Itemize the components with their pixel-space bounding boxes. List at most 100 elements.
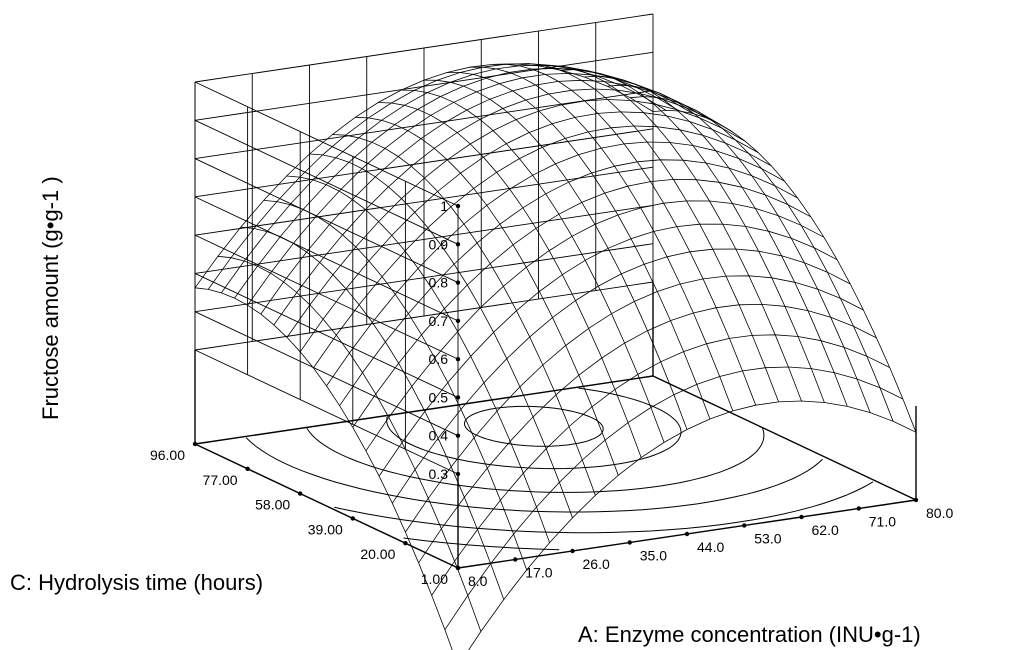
x-tick-label: 26.0 [583,556,610,572]
y-tick-label: 58.00 [255,497,290,513]
contour-line [578,387,657,409]
mesh-line-a [652,109,917,433]
contour-line [386,407,682,470]
x-tick-label: 71.0 [869,514,896,530]
back-wall-hgrid [194,243,654,313]
mesh-line-a [378,102,642,458]
mesh-line-c [220,64,680,294]
mesh-line-c [260,79,719,315]
z-tick-label: 1 [440,198,448,214]
contour-line [403,537,560,551]
x-tick-mark [684,531,690,537]
y-tick-label: 20.00 [360,546,395,562]
x-tick-mark [913,497,919,503]
mesh-line-c [391,248,851,504]
mesh-line-a [515,63,779,403]
z-tick-mark [455,395,461,400]
mesh-line-c [194,63,654,289]
back-wall-hgrid [194,281,654,351]
z-axis-title: Fructose amount (g•g-1 ) [38,176,63,420]
mesh-line-c [405,275,864,533]
y-tick-label: 1.00 [421,571,448,587]
mesh-line-c [207,63,667,290]
mesh-line-a [286,175,550,543]
x-tick-mark [513,557,518,562]
y-axis-title: C: Hydrolysis time (hours) [10,570,263,595]
mesh-line-c [299,111,759,353]
mesh-line-c [286,99,746,338]
z-tick-mark [455,203,461,209]
z-tick-label: 0.8 [429,275,449,291]
floor-contours [245,387,874,551]
left-wall-hgrid [194,81,459,207]
y-tick-mark [298,491,303,496]
y-tick-mark [245,466,250,471]
x-tick-mark [742,523,747,528]
floor-edge-c [194,443,459,569]
y-tick-label: 39.00 [308,521,343,537]
z-tick-mark [455,242,461,247]
back-walls [194,13,917,568]
contour-line [334,481,874,534]
axis-box-edges [194,375,917,569]
x-tick-label: 44.0 [697,539,724,555]
z-tick-label: 0.6 [429,351,449,367]
y-tick-label: 96.00 [150,447,185,463]
z-tick-label: 0.3 [429,466,449,482]
left-wall-hgrid [194,311,459,437]
mesh-line-c [418,303,877,564]
floor-edge-back [194,375,654,445]
mesh-line-c [339,159,798,406]
x-tick-label: 62.0 [812,522,839,538]
z-tick-mark [455,433,461,438]
mesh-line-c [365,200,825,452]
x-tick-label: 17.0 [525,565,552,581]
y-tick-mark [350,516,355,521]
y-tick-mark [403,541,408,546]
contour-line [306,427,765,493]
z-tick-label: 0.5 [429,389,449,405]
left-wall-hgrid [194,349,459,475]
x-tick-mark [856,506,861,511]
back-wall-hgrid [194,13,654,83]
x-tick-mark [455,565,461,571]
mesh-line-c [378,223,838,477]
mesh-line-c [444,366,904,630]
back-wall-hgrid [194,204,654,274]
mesh-line-c [273,88,733,326]
left-wall-hgrid [194,158,459,283]
back-wall-hgrid [194,90,654,160]
mesh-line-c [234,67,693,299]
x-tick-label: 53.0 [754,531,781,547]
mesh-line-c [326,141,785,387]
z-tick-mark [455,280,461,285]
back-wall-hgrid [194,166,654,236]
mesh-line-a [630,96,894,422]
mesh-line-a [194,287,453,650]
contour-line [463,405,604,447]
y-tick-mark [192,441,198,447]
back-wall-hgrid [194,128,654,198]
z-tick-mark [455,471,461,477]
x-tick-mark [627,540,632,545]
x-axis-title: A: Enzyme concentration (INU•g-1) [578,622,921,647]
x-tick-mark [570,548,575,554]
mesh-line-a [263,200,528,571]
y-tick-label: 77.00 [203,472,238,488]
mesh-line-c [468,400,917,650]
mesh-line-a [355,116,619,476]
surface-mesh [194,63,917,650]
mesh-line-c [431,334,890,596]
mesh-line-c [247,72,706,306]
contour-line [245,437,823,513]
mesh-line-c [313,125,772,369]
mesh-line-c [352,178,811,428]
x-tick-mark [799,514,804,520]
z-tick-mark [455,356,461,362]
left-wall-hgrid [194,234,459,360]
z-tick-label: 0.9 [429,236,449,252]
z-tick-mark [455,318,461,324]
x-tick-label: 80.0 [926,505,953,521]
z-tick-label: 0.4 [429,428,449,444]
